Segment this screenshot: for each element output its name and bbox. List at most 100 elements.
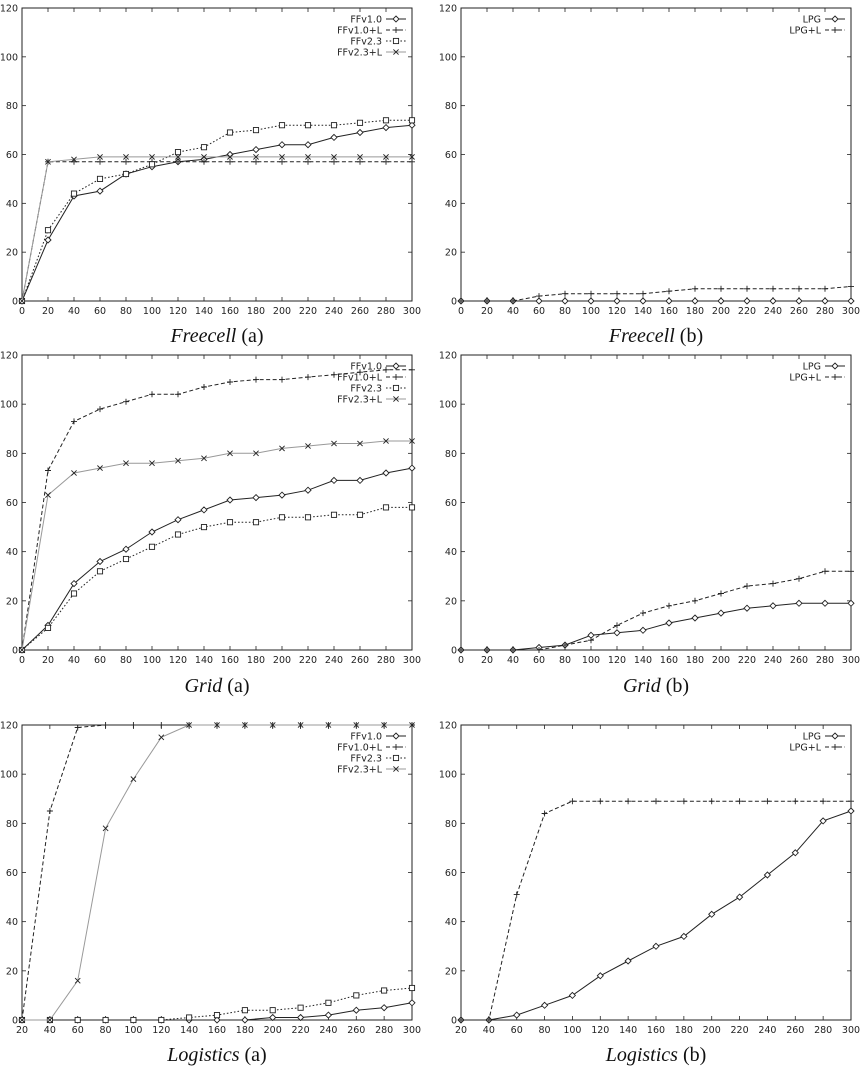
x-tick-label: 180 <box>686 655 704 666</box>
data-point <box>847 297 855 305</box>
data-point <box>795 599 803 607</box>
data-point <box>652 797 660 805</box>
legend-entry-label: FFv1.0 <box>350 15 382 26</box>
data-point <box>541 810 549 817</box>
data-point <box>252 127 260 134</box>
y-tick-label: 60 <box>445 150 457 161</box>
data-point <box>200 383 208 391</box>
x-tick-label: 160 <box>221 306 239 317</box>
x-tick-label: 80 <box>100 1025 112 1036</box>
data-point <box>408 158 416 166</box>
data-point <box>356 511 364 518</box>
caption-suffix: (b) <box>678 1044 706 1066</box>
x-tick-label: 100 <box>582 306 600 317</box>
data-point <box>129 721 137 729</box>
y-tick-label: 20 <box>445 966 457 977</box>
y-tick-label: 20 <box>445 248 457 259</box>
data-point <box>639 609 647 617</box>
y-tick-label: 120 <box>439 351 457 362</box>
data-point <box>821 599 829 607</box>
x-tick-label: 120 <box>608 655 626 666</box>
x-tick-label: 60 <box>94 306 106 317</box>
data-point <box>717 297 725 305</box>
x-tick-label: 40 <box>507 655 519 666</box>
legend-entry-label: LPG <box>803 15 821 26</box>
y-tick-label: 60 <box>6 498 18 509</box>
x-tick-label: 220 <box>299 306 317 317</box>
data-point <box>535 292 543 300</box>
x-tick-label: 200 <box>273 655 291 666</box>
legend-entry-label: LPG+L <box>789 743 821 754</box>
legend-entry-marker <box>392 15 400 23</box>
data-point <box>330 133 338 141</box>
data-point <box>380 1004 388 1012</box>
legend-entry-label: FFv1.0+L <box>337 743 383 754</box>
caption-suffix: (a) <box>240 1044 267 1066</box>
x-tick-label: 180 <box>675 1025 693 1036</box>
x-tick-label: 160 <box>647 1025 665 1036</box>
data-point <box>252 494 260 502</box>
series-line-ffv2-3 <box>21 506 412 651</box>
legend-entry-label: FFv1.0 <box>350 732 382 743</box>
data-point <box>74 1016 81 1024</box>
x-tick-label: 80 <box>120 655 132 666</box>
data-point <box>509 646 517 654</box>
data-point <box>158 734 165 741</box>
y-tick-label: 40 <box>6 199 18 210</box>
x-tick-label: 220 <box>299 655 317 666</box>
data-point <box>269 1007 276 1014</box>
x-tick-label: 140 <box>619 1025 637 1036</box>
data-point <box>821 297 829 305</box>
x-tick-label: 300 <box>403 1025 421 1036</box>
data-point <box>157 721 165 729</box>
x-tick-label: 20 <box>481 306 493 317</box>
y-tick-label: 60 <box>6 868 18 879</box>
data-point <box>96 187 104 195</box>
y-tick-label: 60 <box>445 498 457 509</box>
data-point <box>122 555 130 563</box>
x-tick-label: 140 <box>180 1025 198 1036</box>
data-point <box>847 282 855 290</box>
x-tick-label: 300 <box>403 655 421 666</box>
data-point <box>795 297 803 305</box>
data-point <box>408 464 416 472</box>
x-tick-label: 160 <box>221 655 239 666</box>
x-tick-label: 80 <box>559 306 571 317</box>
data-point <box>330 158 338 166</box>
y-tick-label: 40 <box>445 917 457 928</box>
series-line-lpg-l <box>461 800 851 1021</box>
data-point <box>717 609 725 617</box>
data-point <box>408 984 416 992</box>
data-point <box>278 376 286 384</box>
data-point <box>381 987 388 994</box>
caption-suffix: (a) <box>236 325 263 347</box>
data-point <box>304 158 312 166</box>
x-tick-label: 300 <box>842 306 860 317</box>
legend-entry-label: FFv2.3+L <box>337 48 383 59</box>
series-line-ffv2-3 <box>21 119 412 302</box>
data-point <box>241 1007 248 1014</box>
data-point <box>743 285 751 293</box>
data-point <box>613 290 621 298</box>
x-tick-label: 20 <box>42 306 54 317</box>
data-point <box>148 543 156 550</box>
x-tick-label: 180 <box>686 306 704 317</box>
data-point <box>122 158 130 166</box>
y-tick-label: 80 <box>445 101 457 112</box>
series-line-ffv2-3-l <box>21 156 412 302</box>
legend-entry-label: FFv2.3+L <box>337 395 383 406</box>
data-point <box>252 146 260 154</box>
x-tick-label: 20 <box>42 655 54 666</box>
x-tick-label: 280 <box>816 655 834 666</box>
legend-entry-marker <box>831 15 839 23</box>
data-point <box>304 141 312 149</box>
y-tick-label: 80 <box>6 449 18 460</box>
data-point <box>382 469 390 477</box>
data-point <box>561 297 569 305</box>
y-tick-label: 20 <box>6 248 18 259</box>
x-tick-label: 80 <box>120 306 132 317</box>
data-point <box>278 491 286 499</box>
data-point <box>708 797 716 805</box>
data-point <box>70 590 78 597</box>
data-point <box>174 158 182 166</box>
